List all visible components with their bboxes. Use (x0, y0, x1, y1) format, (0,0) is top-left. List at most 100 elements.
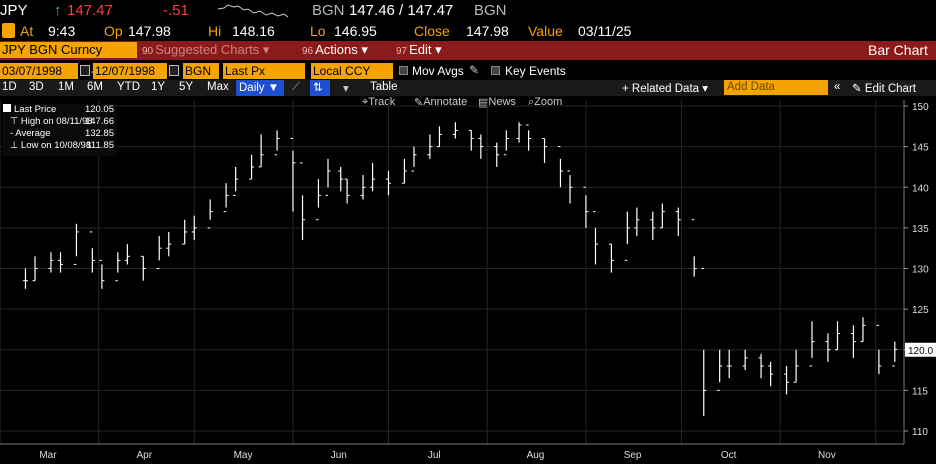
suggested-charts-button[interactable]: 90 Suggested Charts ▾ (142, 42, 294, 58)
add-data-input[interactable]: Add Data (724, 80, 828, 95)
period-dropdown[interactable]: Daily ▼ (236, 80, 284, 96)
timeframe-5y[interactable]: 5Y (179, 81, 194, 93)
legend-last-label: Last Price (14, 104, 57, 115)
ohlc-bar (583, 186, 589, 228)
quote-bar: JPY ↑ 147.47 -.51 BGN 147.46 / 147.47 BG… (0, 0, 936, 22)
mov-avgs-checkbox[interactable] (399, 66, 408, 75)
x-tick-label: Nov (818, 450, 836, 461)
table-button[interactable]: Table (370, 81, 398, 93)
chart-grid (0, 100, 903, 444)
net-change: -.51 (163, 2, 189, 19)
ohlc-bar (742, 349, 748, 371)
y-tick-label: 135 (912, 224, 929, 235)
ticker[interactable]: JPY (0, 2, 28, 19)
y-tick-label: 145 (912, 143, 929, 154)
ohlc-bar (249, 154, 255, 180)
ohlc-bar (360, 175, 366, 200)
ohlc-bar (468, 129, 474, 151)
bid-ask: 147.46 / 147.47 (349, 2, 454, 19)
news-tool[interactable]: ▤ News (478, 96, 516, 109)
zoom-tool[interactable]: ⌕ Zoom (528, 96, 563, 108)
ohlc-bar (860, 317, 866, 343)
legend-last-value: 120.05 (84, 104, 114, 115)
open-value: 147.98 (128, 23, 171, 39)
timeframe-1m[interactable]: 1M (58, 81, 74, 93)
last-value-marker: 120.0 (905, 342, 936, 357)
ohlc-bar (557, 146, 563, 188)
value-date: 03/11/25 (578, 23, 632, 39)
timeframe-ytd[interactable]: YTD (117, 81, 140, 93)
stats-bar: At 9:43 Op 147.98 Hi 148.16 Lo 146.95 Cl… (0, 22, 936, 41)
timeframe-1d[interactable]: 1D (2, 81, 17, 93)
key-events-checkbox[interactable] (491, 66, 500, 75)
chart-tools: ⌖ Track ✎ Annotate ▤ News ⌕ Zoom (0, 96, 936, 110)
timeframe-max[interactable]: Max (207, 81, 229, 93)
currency-field[interactable]: Local CCY (311, 63, 393, 79)
at-value: 9:43 (48, 23, 76, 39)
ohlc-bar (608, 243, 614, 273)
edit-chart-button[interactable]: ✎ Edit Chart (852, 83, 916, 95)
annotate-tool[interactable]: ✎ Annotate (414, 96, 468, 109)
gauge-icon[interactable] (2, 23, 15, 38)
end-date-field[interactable]: 12/07/1998 (93, 63, 167, 79)
price-field[interactable]: Last Px (223, 63, 305, 79)
high-value: 148.16 (232, 23, 275, 39)
ohlc-bar (401, 158, 407, 184)
chart-type-dropdown-icon[interactable]: ▾ (343, 83, 349, 95)
ohlc-bar (274, 130, 280, 156)
ohlc-bar (325, 158, 331, 196)
x-tick-label: Jun (331, 450, 347, 461)
ohlc-bar (675, 207, 681, 236)
chart-type-label: Bar Chart (868, 42, 928, 58)
ohlc-bar (834, 321, 840, 351)
ohlc-bar (32, 256, 38, 282)
start-date-field[interactable]: 03/07/1998 (0, 63, 78, 79)
at-label: At (20, 23, 34, 39)
collapse-icon[interactable]: « (834, 81, 841, 93)
ohlc-bar (567, 170, 573, 204)
timeframe-3d[interactable]: 3D (29, 81, 44, 93)
ohlc-bar (542, 138, 548, 163)
close-label: Close (414, 23, 450, 39)
ohlc-bar (701, 268, 707, 416)
calendar-icon[interactable] (169, 65, 179, 76)
x-tick-label: Oct (721, 450, 737, 461)
ohlc-bar (809, 321, 815, 367)
last-value-label: 120.0 (908, 346, 933, 357)
related-data-button[interactable]: + Related Data ▾ (622, 83, 709, 95)
ohlc-bar (526, 124, 532, 151)
y-tick-label: 125 (912, 305, 929, 316)
pencil-icon[interactable]: ✎ (469, 63, 480, 77)
params-bar: 03/07/1998 - 12/07/1998 BGN Last Px Loca… (0, 63, 936, 81)
ohlc-bar (191, 215, 197, 241)
timeframe-6m[interactable]: 6M (87, 81, 103, 93)
ohlc-bar (825, 333, 831, 362)
ohlc-bar (876, 324, 882, 375)
ohlc-bar (758, 353, 764, 379)
low-value: 146.95 (334, 23, 377, 39)
ohlc-bar (315, 179, 321, 221)
ohlc-bar (717, 349, 723, 391)
ohlc-bar (99, 259, 105, 289)
line-chart-icon[interactable]: ⟋ (292, 81, 301, 93)
ohlc-bar (22, 268, 28, 289)
calendar-icon[interactable] (80, 65, 90, 76)
bar-chart-icon[interactable]: ⇅ (310, 80, 330, 96)
source-field[interactable]: BGN (183, 63, 219, 79)
actions-button[interactable]: 96 Actions ▾ (302, 42, 390, 58)
y-tick-label: 150 (912, 102, 929, 113)
function-bar: JPY BGN Curncy 90 Suggested Charts ▾ 96 Ac… (0, 41, 936, 60)
ohlc-bar (411, 146, 417, 172)
ohlc-bar (691, 219, 697, 277)
ohlc-bars (22, 122, 898, 416)
edit-button[interactable]: 97 Edit ▾ (396, 42, 458, 58)
ohlc-bar (650, 211, 656, 241)
key-events-label: Key Events (505, 64, 566, 78)
timeframe-1y[interactable]: 1Y (151, 81, 166, 93)
timeframe-bar: 1D 3D 1M 6M YTD 1Y 5Y Max Daily ▼ ⟋ ⇅ ▾ … (0, 80, 936, 96)
ohlc-bar (436, 126, 442, 148)
security-field[interactable]: JPY BGN Curncy (0, 42, 137, 58)
ohlc-bar (166, 231, 172, 257)
last-value-box (905, 342, 936, 357)
